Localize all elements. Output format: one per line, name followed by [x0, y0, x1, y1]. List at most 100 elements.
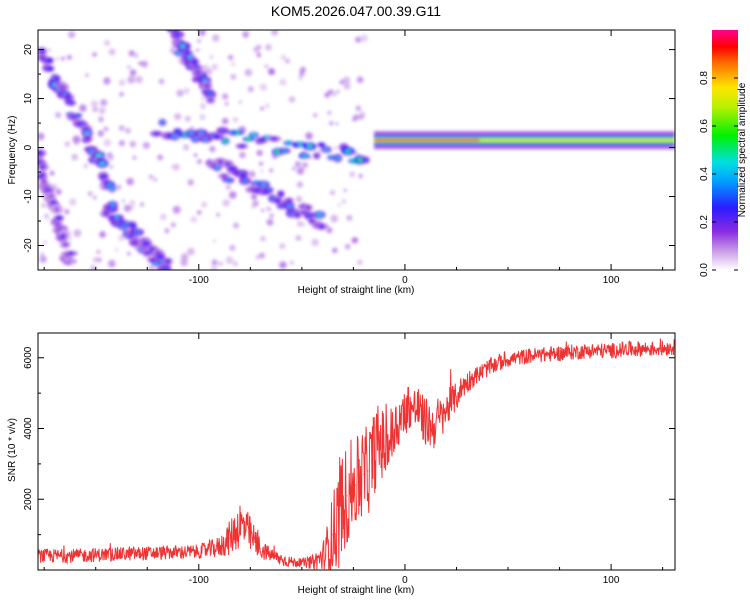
heat-cell: [69, 198, 77, 206]
heat-cell: [103, 126, 109, 132]
heat-cell: [39, 164, 46, 170]
heat-cell: [103, 211, 109, 216]
heat-cell: [135, 75, 143, 84]
snr-point: [245, 528, 247, 530]
heat-cell: [166, 133, 171, 138]
heat-cell: [260, 182, 267, 187]
heat-cell: [92, 106, 98, 113]
heat-cell: [191, 59, 198, 64]
colorbar-ticks: 0.0 0.2 0.4 0.6 0.8: [699, 71, 738, 277]
heat-cell: [317, 142, 325, 148]
heat-cell: [41, 179, 48, 184]
snr-point: [156, 552, 159, 554]
snr-ylabel: SNR (10 * v/v): [7, 418, 18, 482]
snr-point: [412, 410, 414, 412]
heat-cell: [175, 165, 180, 170]
snr-point: [420, 417, 423, 419]
heat-cell: [374, 139, 480, 142]
heat-cell: [126, 177, 134, 186]
heat-cell: [62, 242, 69, 247]
heat-cell: [97, 257, 102, 263]
heat-cell: [68, 100, 74, 105]
heat-cell: [87, 191, 93, 197]
heat-cell: [38, 132, 45, 141]
heat-cell: [222, 198, 231, 207]
snr-point: [379, 442, 381, 444]
heat-cell: [358, 114, 365, 120]
heat-cell: [83, 163, 89, 169]
colorbar-tick-label: 0.6: [699, 119, 710, 133]
heat-cell: [265, 103, 270, 109]
heat-cell: [153, 132, 160, 136]
snr-point: [449, 403, 451, 405]
heat-cell: [279, 243, 286, 250]
x-tick-label: 100: [603, 275, 620, 286]
y-tick-label: 6000: [23, 346, 34, 369]
heat-cell: [104, 40, 110, 47]
heat-cell: [39, 55, 46, 60]
heat-cell: [302, 154, 307, 158]
heat-cell: [221, 117, 229, 125]
snr-point: [433, 427, 435, 430]
heat-cell: [238, 144, 245, 148]
heat-cell: [99, 162, 106, 165]
heat-feature: [100, 200, 173, 275]
snr-point: [367, 470, 369, 472]
heat-cell: [311, 238, 319, 247]
heat-cell: [332, 247, 338, 254]
heat-cell: [363, 158, 368, 162]
heat-cell: [206, 92, 214, 97]
heat-cell: [360, 34, 369, 42]
heat-cell: [336, 89, 340, 93]
heat-cell: [166, 259, 171, 264]
snr-point: [74, 555, 76, 557]
snr-point: [218, 546, 221, 548]
heat-cell: [218, 159, 223, 164]
heat-cell: [280, 54, 287, 61]
colorbar-tick-label: 0.8: [699, 71, 710, 85]
heat-cell: [292, 166, 296, 171]
colorbar-tick-label: 0.0: [699, 263, 710, 277]
heat-cell: [174, 113, 182, 121]
snr-point: [631, 348, 633, 350]
heat-cell: [118, 125, 125, 132]
heat-cell: [187, 55, 193, 60]
heat-cell: [218, 261, 223, 267]
heat-cell: [160, 120, 165, 125]
heat-cell: [288, 96, 296, 103]
x-tick-label: -100: [189, 575, 209, 586]
heat-cell: [278, 191, 284, 197]
heat-cell: [203, 137, 209, 141]
heat-cell: [356, 76, 364, 84]
snr-point: [437, 417, 439, 419]
heat-cell: [343, 188, 347, 192]
heat-cell: [222, 139, 228, 143]
heat-cell: [40, 252, 44, 257]
heat-cell: [108, 207, 116, 211]
heat-cell: [307, 144, 312, 149]
heat-cell: [351, 117, 356, 122]
heat-cell: [198, 30, 206, 37]
heat-cell: [246, 137, 252, 141]
figure-title: KOM5.2026.047.00.39.G11: [271, 3, 441, 19]
spectrogram-frame: [37, 29, 676, 271]
heat-cell: [305, 205, 311, 210]
heat-cell: [328, 155, 334, 160]
x-tick-label: 0: [402, 275, 408, 286]
heat-cell: [123, 204, 132, 213]
heat-cell: [247, 86, 254, 93]
heat-cell: [225, 101, 229, 106]
heat-cell: [56, 215, 62, 221]
heat-cell: [66, 258, 74, 262]
heat-cell: [132, 155, 137, 160]
colorbar-gradient: [712, 30, 738, 270]
snr-point: [328, 544, 330, 546]
heat-cell: [163, 272, 170, 275]
snr-point: [497, 362, 499, 364]
heat-cell: [345, 149, 351, 153]
snr-point: [470, 378, 472, 380]
heat-cell: [43, 240, 48, 245]
heat-cell: [228, 191, 237, 199]
snr-point: [354, 484, 357, 486]
heat-cell: [171, 165, 175, 169]
